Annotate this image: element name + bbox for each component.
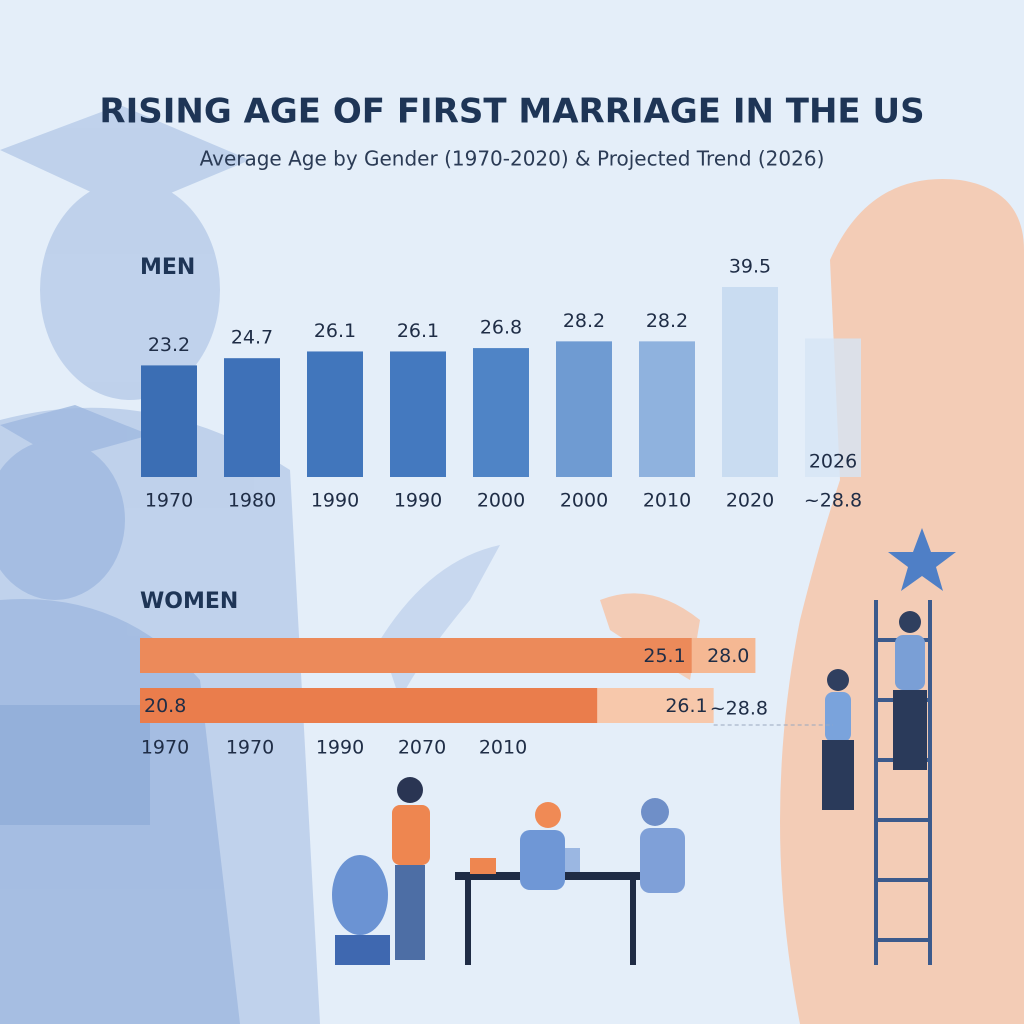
- x-tick-label: 2000: [477, 490, 525, 512]
- bar-segment: [140, 638, 692, 673]
- climbers: [822, 611, 927, 810]
- value-label: 39.5: [729, 256, 771, 278]
- value-label: 28.2: [563, 310, 605, 332]
- value-label: 26.1: [397, 320, 439, 342]
- cap: [0, 105, 250, 210]
- value-label: 24.7: [231, 327, 273, 349]
- value-label: 26.1: [314, 320, 356, 342]
- x-tick-label: 1990: [394, 490, 442, 512]
- bar: [639, 341, 695, 477]
- value-label: 26.1: [665, 695, 707, 717]
- value-label: 28.0: [707, 645, 749, 667]
- value-label: 25.1: [643, 645, 685, 667]
- head: [899, 611, 921, 633]
- legs: [822, 740, 854, 810]
- x-label: 2070: [398, 737, 446, 759]
- x-tick-label: 2010: [643, 490, 691, 512]
- projection-value-label: ~28.8: [710, 698, 768, 720]
- bar: [390, 351, 446, 477]
- star: [888, 528, 956, 591]
- person-body: [640, 828, 685, 893]
- person-head: [641, 798, 669, 826]
- subtitle: Average Age by Gender (1970-2020) & Proj…: [200, 147, 825, 171]
- x-tick-label: 1980: [228, 490, 276, 512]
- x-tick-label: 2020: [726, 490, 774, 512]
- men-heading: MEN: [140, 255, 195, 280]
- title: RISING AGE OF FIRST MARRIAGE IN THE US: [99, 92, 924, 132]
- value-label: 20.8: [144, 695, 186, 717]
- person-head: [535, 802, 561, 828]
- torso: [825, 692, 851, 742]
- projection-bar: [805, 338, 861, 477]
- women-heading: WOMEN: [140, 589, 238, 614]
- torso: [895, 635, 925, 690]
- projection-value-label: ~28.8: [804, 490, 862, 512]
- person-head: [397, 777, 423, 803]
- projection-year: 2026: [809, 451, 857, 473]
- person-body: [392, 805, 430, 865]
- x-label: 1970: [141, 737, 189, 759]
- bar: [722, 287, 778, 477]
- bar: [224, 358, 280, 477]
- bar-segment: [140, 688, 598, 723]
- office-scene: [332, 777, 685, 965]
- bar: [473, 348, 529, 477]
- x-tick-label: 1970: [145, 490, 193, 512]
- legs: [893, 690, 927, 770]
- desk-leg: [465, 880, 471, 965]
- person-legs: [395, 865, 425, 960]
- bar: [307, 351, 363, 477]
- head: [827, 669, 849, 691]
- desk-leg: [630, 880, 636, 965]
- value-label: 26.8: [480, 317, 522, 339]
- bar: [556, 341, 612, 477]
- x-label: 1970: [226, 737, 274, 759]
- value-label: 28.2: [646, 310, 688, 332]
- person-body: [520, 830, 565, 890]
- plant: [332, 855, 388, 935]
- plant-pot: [335, 935, 390, 965]
- desk-pot: [470, 858, 496, 874]
- value-label: 23.2: [148, 334, 190, 356]
- head: [40, 180, 220, 400]
- x-label: 1990: [316, 737, 364, 759]
- x-label: 2010: [479, 737, 527, 759]
- x-tick-label: 1990: [311, 490, 359, 512]
- x-tick-label: 2000: [560, 490, 608, 512]
- head: [0, 440, 125, 600]
- book: [0, 705, 150, 825]
- bar: [141, 365, 197, 477]
